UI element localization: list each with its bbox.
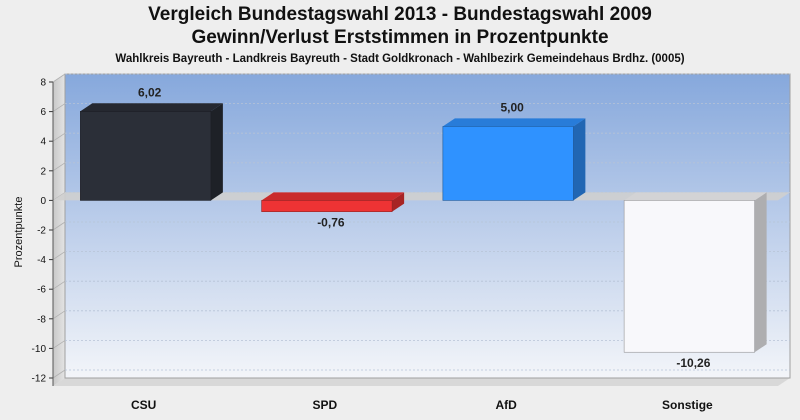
x-tick-label: SPD <box>313 398 338 412</box>
plot-frame <box>64 73 791 379</box>
bar-side <box>573 118 586 201</box>
chart-title: Vergleich Bundestagswahl 2013 - Bundesta… <box>148 4 652 25</box>
x-tick-label: Sonstige <box>662 398 713 412</box>
bar-front <box>442 126 574 201</box>
y-tick-label: -6 <box>37 285 46 296</box>
bar-top <box>80 103 223 112</box>
bar-spd: -0,76 <box>261 192 405 230</box>
chart-subtitle: Gewinn/Verlust Erststimmen in Prozentpun… <box>191 27 609 48</box>
bar-sonstige: -10,26 <box>623 192 767 370</box>
y-tick-label: -8 <box>37 314 46 325</box>
x-tick-label: AfD <box>495 398 517 412</box>
gridline-side <box>52 221 66 231</box>
y-axis-label: Prozentpunkte <box>13 197 25 268</box>
y-tick-label: -10 <box>32 344 47 355</box>
data-label: -0,76 <box>317 216 345 230</box>
y-tick-label: -4 <box>37 255 46 266</box>
data-label: -10,26 <box>676 356 710 370</box>
bar-front <box>80 111 212 201</box>
y-tick-label: 0 <box>40 196 46 207</box>
gridline-side <box>52 162 66 172</box>
bar-top <box>442 118 586 127</box>
plot-floor <box>53 378 790 386</box>
bar-side <box>754 192 767 353</box>
x-tick-label: CSU <box>131 398 156 412</box>
bar-afd: 5,00 <box>442 100 586 201</box>
gridline-side <box>52 103 66 112</box>
gridline-side <box>52 310 66 320</box>
data-label: 6,02 <box>138 85 162 99</box>
gridline-side <box>52 73 66 83</box>
bar-side <box>210 103 223 201</box>
bar-top <box>624 192 767 201</box>
bars-layer: 6,02 -0,76 5,00 -10,26 <box>80 85 767 370</box>
y-tick-label: 4 <box>40 137 46 148</box>
bar-top <box>261 192 405 201</box>
gridline-side <box>52 340 66 349</box>
chart-subtitle-region: Wahlkreis Bayreuth - Landkreis Bayreuth … <box>115 53 685 65</box>
zero-plane <box>53 192 790 201</box>
gridline-side <box>52 251 66 260</box>
gridline-side <box>52 132 66 142</box>
bar-side <box>392 192 405 212</box>
y-tick-label: -2 <box>37 226 46 237</box>
data-label: 5,00 <box>500 100 524 114</box>
y-tick-label: 8 <box>40 78 46 89</box>
y-tick-label: 6 <box>40 107 46 118</box>
y-tick-label: 2 <box>40 166 46 177</box>
bar-csu: 6,02 <box>80 85 223 201</box>
bar-front <box>623 200 755 353</box>
y-tick-label: -12 <box>32 374 47 385</box>
gridline-side <box>52 369 66 379</box>
gridline-side <box>52 280 66 290</box>
bar-front <box>261 200 393 212</box>
plot-side-wall <box>53 74 65 386</box>
